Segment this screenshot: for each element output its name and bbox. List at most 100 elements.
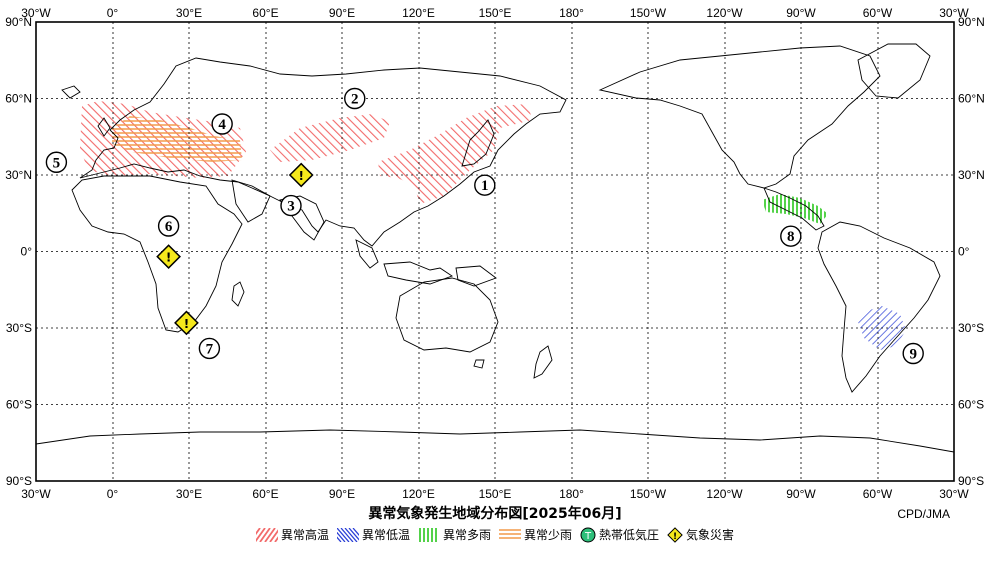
graticule [36, 22, 954, 481]
region-marker-2: 2 [344, 87, 366, 110]
high-temp-swatch-icon [255, 527, 278, 542]
legend-item-cyclone: T 熱帯低気圧 [580, 526, 659, 543]
map-title: 異常気象発生地域分布図[2025年06月] [368, 506, 622, 522]
region-marker-label: 8 [787, 229, 795, 245]
latitude-ticks-right: 90°N 60°N 30°N 0° 30°S 60°S 90°S [958, 15, 985, 488]
lon-tick-bottom: 30°W [21, 487, 51, 501]
region-marker-label: 1 [481, 178, 489, 194]
lon-tick-bottom: 30°E [176, 487, 202, 501]
lon-tick-top: 180° [559, 6, 584, 20]
lon-tick-bottom: 30°W [939, 487, 969, 501]
disaster-warning-icon: ! [174, 310, 199, 336]
coastlines [36, 43, 954, 453]
region-marker-5: 5 [45, 151, 68, 173]
svg-text:!: ! [298, 169, 303, 183]
region-marker-label: 9 [909, 347, 917, 363]
cyclone-swatch-icon: T [580, 527, 596, 543]
lat-tick-left: 60°N [5, 92, 32, 106]
lat-tick-left: 60°S [6, 398, 32, 412]
area-high-temp-asia [270, 114, 390, 162]
lon-tick-top: 150°E [479, 6, 512, 20]
region-marker-6: 6 [157, 215, 180, 237]
legend-label: 異常低温 [361, 528, 410, 542]
lon-tick-bottom: 180° [559, 487, 584, 501]
legend-item-heavy-rain: 異常多雨 [418, 526, 491, 543]
lon-tick-top: 30°E [176, 6, 202, 20]
latitude-ticks-left: 90°N 60°N 30°N 0° 30°S 60°S 90°S [5, 15, 32, 488]
disaster-swatch-icon: ! [667, 526, 683, 543]
region-marker-label: 5 [53, 155, 61, 171]
lat-tick-right: 60°N [958, 92, 985, 106]
disaster-warning-icon: ! [288, 162, 314, 188]
lon-tick-top: 120°E [402, 6, 435, 20]
heavy-rain-swatch-icon [418, 527, 440, 542]
area-dry-europe [112, 116, 242, 162]
region-marker-label: 6 [165, 219, 173, 235]
region-marker-3: 3 [280, 194, 302, 217]
region-marker-1: 1 [474, 174, 496, 196]
legend-label: 異常多雨 [442, 528, 491, 542]
lon-tick-bottom: 150°W [630, 487, 667, 501]
lon-tick-bottom: 120°W [706, 487, 743, 501]
legend-item-high-temp: 異常高温 [255, 526, 329, 543]
region-marker-9: 9 [902, 342, 924, 365]
legend: 異常高温 異常低温 異常多雨 異常少雨 T 熱帯低気圧! 気象災害 [0, 526, 990, 543]
lat-tick-right: 90°N [958, 15, 985, 29]
svg-text:!: ! [673, 532, 677, 542]
legend-item-disaster: ! 気象災害 [667, 526, 734, 543]
lon-tick-top: 30°W [939, 6, 969, 20]
lat-tick-right: 90°S [958, 474, 984, 488]
region-markers: 1 2 3 4 5 6 7 8 9 [45, 87, 924, 365]
lat-tick-right: 30°N [958, 168, 985, 182]
lon-tick-bottom: 60°W [863, 487, 893, 501]
lon-tick-top: 150°W [630, 6, 667, 20]
lon-tick-bottom: 90°W [786, 487, 816, 501]
svg-text:T: T [584, 531, 592, 542]
svg-text:!: ! [166, 251, 171, 265]
lon-tick-top: 60°E [252, 6, 278, 20]
region-marker-8: 8 [780, 225, 802, 247]
lon-tick-top: 30°W [21, 6, 51, 20]
lon-tick-bottom: 90°E [329, 487, 355, 501]
longitude-ticks-bottom: 30°W 0° 30°E 60°E 90°E 120°E 150°E 180° 150°W 120… [21, 487, 969, 501]
legend-item-light-rain: 異常少雨 [499, 526, 572, 543]
lat-tick-right: 60°S [958, 398, 984, 412]
svg-text:!: ! [184, 317, 189, 331]
legend-item-low-temp: 異常低温 [336, 526, 410, 543]
region-marker-label: 7 [206, 341, 214, 357]
legend-label: 気象災害 [686, 528, 735, 542]
lat-tick-right: 0° [958, 245, 970, 259]
lon-tick-bottom: 150°E [479, 487, 512, 501]
credit-label: CPD/JMA [897, 507, 950, 521]
region-marker-label: 3 [287, 199, 295, 215]
lat-tick-right: 30°S [958, 321, 984, 335]
lat-tick-left: 0° [21, 245, 33, 259]
lat-tick-left: 30°S [6, 321, 32, 335]
lon-tick-bottom: 60°E [252, 487, 278, 501]
lon-tick-top: 60°W [863, 6, 893, 20]
lat-tick-left: 90°N [5, 15, 32, 29]
region-marker-label: 4 [218, 117, 226, 133]
lon-tick-top: 120°W [706, 6, 743, 20]
lon-tick-bottom: 120°E [402, 487, 435, 501]
area-heavy-rain-central-america [762, 194, 828, 224]
region-marker-label: 2 [351, 92, 359, 108]
legend-label: 異常少雨 [524, 528, 573, 542]
region-marker-7: 7 [198, 337, 221, 360]
lat-tick-left: 30°N [5, 168, 32, 182]
light-rain-swatch-icon [499, 528, 521, 542]
lon-tick-bottom: 0° [107, 487, 119, 501]
lat-tick-left: 90°S [6, 474, 32, 488]
world-map: 30°W 0° 30°E 60°E 90°E 120°E 150°E 180° 150°W 120… [5, 6, 985, 501]
disaster-warning-icon: ! [156, 244, 181, 269]
area-high-temp-east-asia [378, 104, 532, 204]
legend-label: 異常高温 [280, 528, 329, 542]
low-temp-swatch-icon [336, 527, 359, 542]
lon-tick-top: 0° [107, 6, 119, 20]
legend-label: 熱帯低気圧 [599, 528, 660, 542]
disaster-markers: !!! [156, 162, 314, 336]
lon-tick-top: 90°E [329, 6, 355, 20]
title-row: 異常気象発生地域分布図[2025年06月] CPD/JMA [0, 503, 990, 525]
region-marker-4: 4 [211, 113, 233, 135]
longitude-ticks-top: 30°W 0° 30°E 60°E 90°E 120°E 150°E 180° 150°W 120… [21, 6, 969, 20]
